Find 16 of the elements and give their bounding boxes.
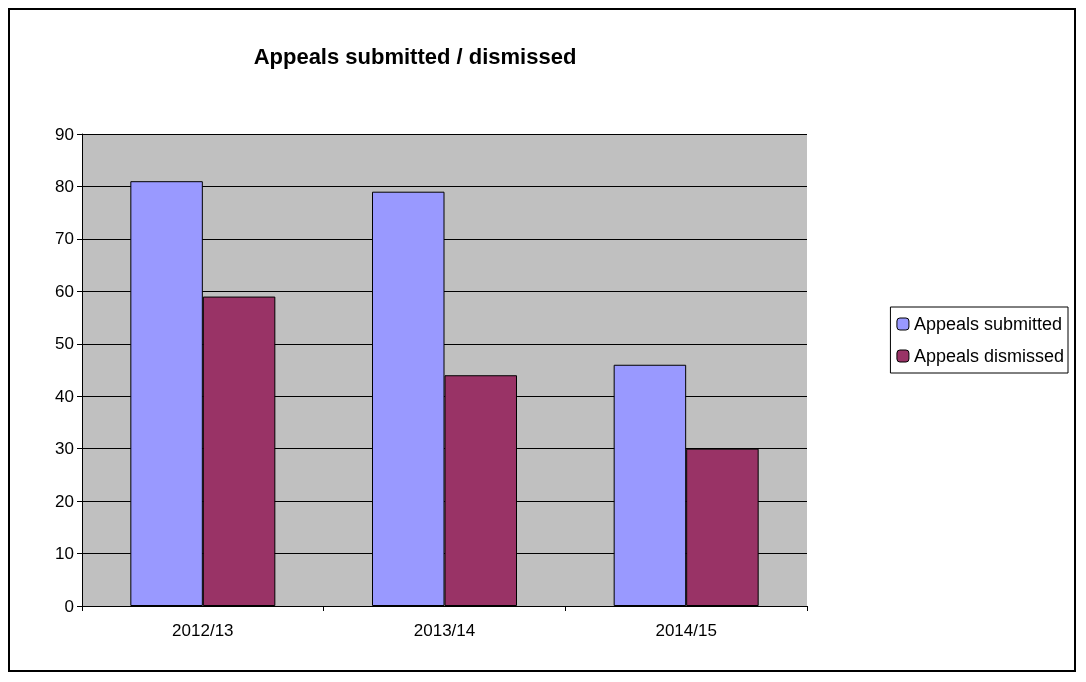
y-tick-label: 80 (55, 176, 74, 196)
y-tick-label: 10 (55, 544, 74, 564)
legend-label: Appeals submitted (913, 314, 1063, 334)
y-tick-label: 60 (55, 281, 74, 301)
y-tick-label: 50 (55, 334, 74, 354)
x-tick-label: 2013/14 (413, 621, 476, 640)
y-tick-label: 70 (55, 229, 74, 249)
y-tick-label: 30 (55, 439, 74, 459)
y-tick-label: 90 (55, 124, 74, 144)
legend-label: Appeals dismissed (913, 346, 1064, 366)
y-tick-label: 20 (55, 491, 74, 511)
chart-title: Appeals submitted / dismissed (253, 43, 577, 69)
y-tick-label: 40 (55, 386, 74, 406)
y-tick-label: 0 (64, 596, 74, 616)
x-tick-label: 2014/15 (655, 621, 717, 640)
x-tick-label: 2012/13 (172, 621, 234, 640)
